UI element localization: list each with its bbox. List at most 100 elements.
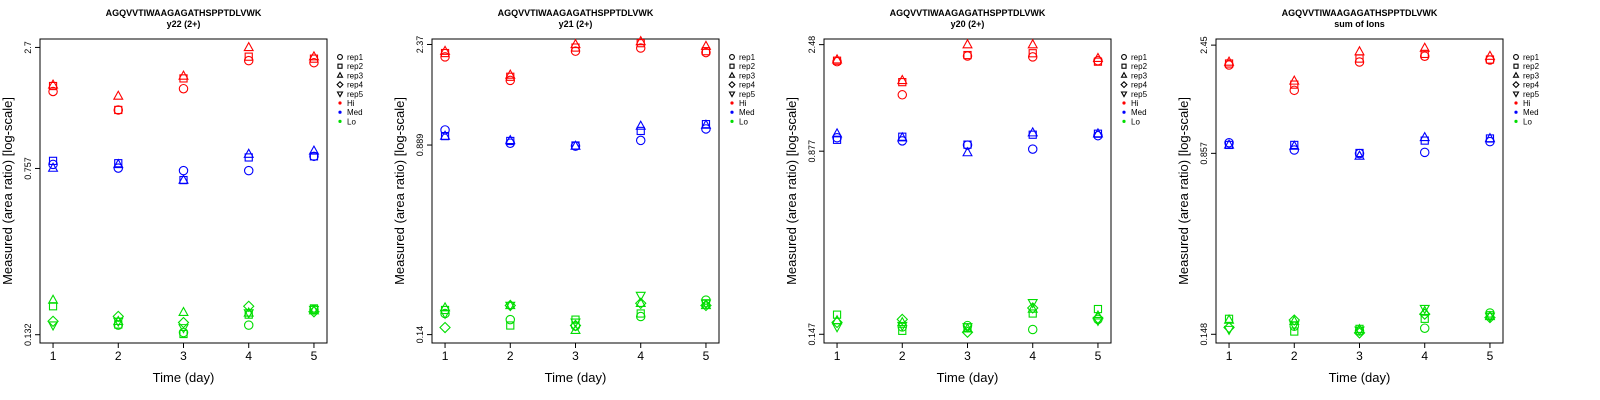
legend-marker xyxy=(728,71,736,78)
legend-label: rep4 xyxy=(1131,81,1148,90)
legend-label: rep2 xyxy=(1523,62,1540,71)
legend-label: Med xyxy=(1131,108,1147,117)
chart-subtitle: y22 (2+) xyxy=(167,19,201,29)
x-tick-label: 2 xyxy=(1291,349,1298,363)
legend-marker xyxy=(1514,110,1518,114)
data-point xyxy=(1223,325,1235,336)
legend-label: rep1 xyxy=(347,53,364,62)
legend-marker xyxy=(336,71,344,78)
y-tick-label: 0.132 xyxy=(23,323,33,346)
legend-marker xyxy=(1514,101,1518,105)
data-point xyxy=(1354,150,1365,160)
legend-label: rep1 xyxy=(739,53,756,62)
data-point xyxy=(700,119,712,129)
data-point xyxy=(178,83,189,94)
data-point xyxy=(1290,327,1299,336)
x-axis-label: Time (day) xyxy=(937,370,999,385)
legend-marker xyxy=(336,91,344,98)
chart-title: AGQVVTIWAAGAGATHSPPTDLVWK xyxy=(1282,8,1438,18)
data-point xyxy=(1027,126,1039,137)
legend-marker xyxy=(728,80,736,89)
legend-marker xyxy=(1514,119,1518,123)
legend-marker xyxy=(1120,80,1128,89)
legend-label: rep5 xyxy=(1523,90,1540,99)
x-axis-label: Time (day) xyxy=(545,370,607,385)
data-point xyxy=(1419,147,1430,158)
y-axis-label: Measured (area ratio) [log-scale] xyxy=(784,97,799,285)
data-point xyxy=(831,323,843,333)
data-points xyxy=(439,35,712,335)
legend-marker xyxy=(1512,91,1520,98)
x-tick-label: 1 xyxy=(442,349,449,363)
legend-label: rep4 xyxy=(347,81,364,90)
legend-label: rep5 xyxy=(347,90,364,99)
data-point xyxy=(1289,85,1300,96)
data-point xyxy=(636,126,645,136)
legend-label: rep3 xyxy=(1131,71,1148,80)
data-point xyxy=(308,50,320,61)
legend-label: Hi xyxy=(1131,99,1139,108)
chart-subtitle: sum of Ions xyxy=(1334,19,1385,29)
data-point xyxy=(1288,140,1300,150)
data-point xyxy=(701,47,711,58)
legend-label: Hi xyxy=(739,99,747,108)
data-point xyxy=(831,53,843,64)
x-tick-label: 2 xyxy=(507,349,514,363)
y-tick-label: 0.757 xyxy=(23,157,33,180)
data-point xyxy=(701,124,711,134)
data-point xyxy=(243,55,254,66)
data-point xyxy=(1027,144,1038,154)
data-point xyxy=(309,57,319,68)
data-point xyxy=(896,74,908,85)
data-point xyxy=(700,40,712,50)
legend-marker xyxy=(1120,71,1128,78)
data-point xyxy=(897,90,908,100)
data-point xyxy=(570,46,581,56)
y-tick-label: 2.48 xyxy=(807,36,817,54)
data-point xyxy=(1418,308,1431,320)
x-tick-label: 1 xyxy=(50,349,57,363)
x-tick-label: 1 xyxy=(834,349,841,363)
legend-marker xyxy=(1122,119,1126,123)
data-point xyxy=(570,324,581,335)
x-tick-label: 4 xyxy=(1421,349,1428,363)
data-point xyxy=(832,310,842,319)
data-point xyxy=(242,300,255,313)
data-point xyxy=(309,151,319,162)
data-point xyxy=(963,50,972,60)
data-points xyxy=(1223,42,1496,339)
data-point xyxy=(962,323,973,333)
data-point xyxy=(1354,326,1365,337)
data-point xyxy=(1223,138,1235,149)
legend-label: rep2 xyxy=(347,62,364,71)
y-tick-label: 0.857 xyxy=(1199,142,1209,165)
data-point xyxy=(243,306,255,317)
data-point xyxy=(1027,299,1039,309)
legend-label: rep2 xyxy=(1131,62,1148,71)
data-point xyxy=(178,70,189,80)
chart-title: AGQVVTIWAAGAGATHSPPTDLVWK xyxy=(498,8,654,18)
legend-label: rep1 xyxy=(1523,53,1540,62)
x-tick-label: 4 xyxy=(1029,349,1036,363)
data-point xyxy=(309,152,319,161)
data-points xyxy=(831,38,1104,339)
data-point xyxy=(635,311,646,322)
data-point xyxy=(1484,312,1496,323)
data-point xyxy=(832,132,842,143)
data-point xyxy=(308,305,320,318)
legend-marker xyxy=(1122,101,1126,105)
y-tick-label: 0.889 xyxy=(415,134,425,157)
data-point xyxy=(47,162,59,172)
legend-marker xyxy=(337,54,343,60)
data-point xyxy=(1288,321,1300,331)
data-point xyxy=(1026,302,1039,314)
data-point xyxy=(1027,52,1038,62)
x-tick-label: 1 xyxy=(1226,349,1233,363)
data-point xyxy=(439,309,451,320)
y-tick-label: 2.7 xyxy=(23,41,33,54)
data-point xyxy=(700,299,712,312)
y-axis-label: Measured (area ratio) [log-scale] xyxy=(0,97,15,285)
